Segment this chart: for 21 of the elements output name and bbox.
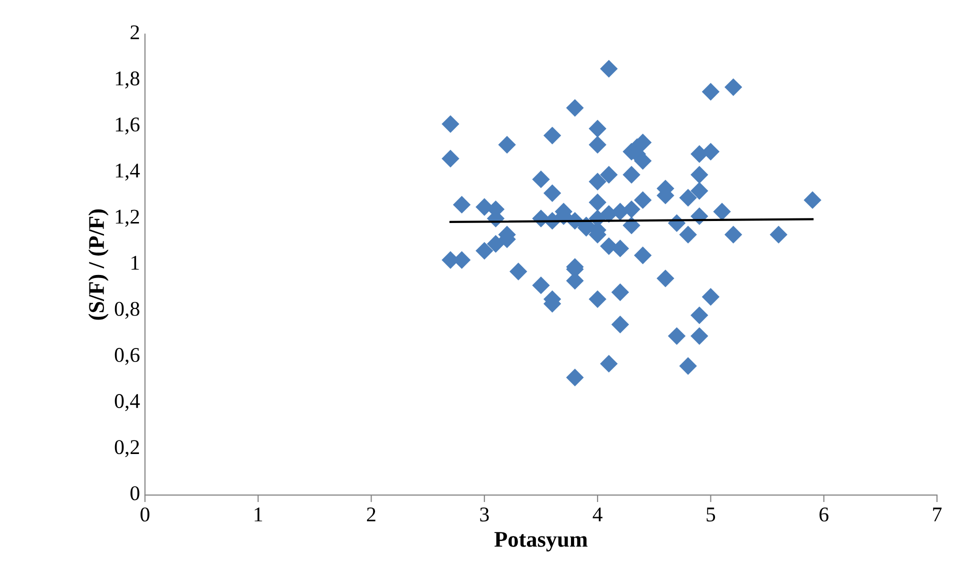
y-tick-label: 0: [130, 486, 140, 500]
x-tick-label: 3: [480, 508, 489, 522]
y-tick-label: 1: [132, 256, 139, 270]
x-tick-label: 6: [820, 508, 828, 522]
x-tick-label: 4: [592, 508, 602, 522]
y-axis-title: (S/F) / (P/F): [88, 209, 109, 320]
y-tick-label: 2: [130, 25, 139, 40]
y-tick-label: 0,8: [114, 302, 140, 319]
x-axis-title: Potasyum: [494, 532, 588, 552]
y-tick-label: 0,4: [114, 394, 140, 412]
y-tick-label: 1,6: [116, 118, 140, 135]
x-tick-label: 7: [933, 508, 942, 522]
y-tick-label: 0,6: [114, 348, 140, 365]
y-tick-label: 0,2: [114, 440, 139, 458]
y-tick-label: 1,4: [116, 164, 140, 181]
x-tick-label: 1: [254, 508, 262, 522]
y-tick-label: 1,2: [116, 210, 139, 227]
x-tick-label: 0: [140, 507, 150, 522]
x-tick-label: 5: [706, 508, 716, 522]
x-tick-label: 2: [366, 508, 376, 522]
y-tick-label: 1,8: [116, 71, 140, 88]
